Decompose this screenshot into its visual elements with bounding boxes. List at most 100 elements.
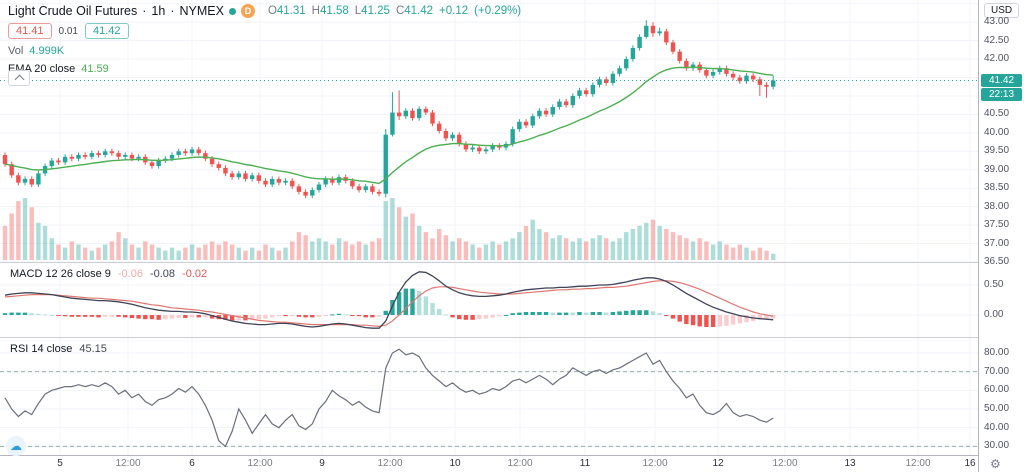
candle-body bbox=[737, 77, 742, 82]
macd-histogram-bar bbox=[670, 315, 676, 319]
volume-bar bbox=[443, 235, 449, 260]
volume-bar bbox=[650, 219, 656, 260]
candle-body bbox=[577, 90, 582, 96]
macd-histogram-bar bbox=[143, 315, 148, 320]
candle-body bbox=[29, 178, 34, 185]
macd-histogram-bar bbox=[236, 315, 241, 321]
rsi-legend-title[interactable]: RSI 14 close bbox=[10, 343, 73, 355]
volume-bar bbox=[2, 225, 8, 260]
buy-button[interactable]: 41.42 bbox=[85, 23, 129, 39]
volume-bar bbox=[116, 232, 121, 260]
macd-histogram-bar bbox=[22, 312, 28, 315]
candle-body bbox=[196, 149, 201, 154]
volume-bar bbox=[403, 216, 408, 260]
macd-histogram-bar bbox=[376, 315, 382, 317]
symbol-title[interactable]: Light Crude Oil Futures bbox=[8, 4, 138, 18]
volume-bar bbox=[370, 241, 375, 260]
macd-histogram-bar bbox=[537, 312, 542, 315]
chart-canvas[interactable] bbox=[0, 0, 978, 472]
macd-histogram-bar bbox=[664, 315, 669, 316]
volume-bar bbox=[563, 238, 569, 260]
macd-histogram-bar bbox=[503, 315, 509, 316]
rsi-tick-label: 60.00 bbox=[984, 384, 1010, 396]
candle-body bbox=[310, 190, 315, 196]
macd-histogram-bar bbox=[350, 315, 355, 316]
candle-body bbox=[470, 147, 475, 150]
candle-body bbox=[764, 84, 769, 87]
candle-body bbox=[610, 73, 616, 84]
macd-histogram-bar bbox=[583, 312, 589, 315]
volume-bar bbox=[437, 229, 442, 260]
macd-histogram-bar bbox=[82, 315, 88, 317]
macd-histogram-bar bbox=[483, 315, 489, 319]
volume-bar bbox=[49, 238, 54, 260]
macd-histogram-bar bbox=[724, 315, 729, 326]
macd-histogram-bar bbox=[249, 315, 255, 320]
volume-bar bbox=[296, 232, 302, 260]
candle-body bbox=[49, 160, 54, 167]
currency-button[interactable]: USD bbox=[984, 3, 1020, 18]
candle-body bbox=[557, 101, 562, 108]
candle-body bbox=[123, 154, 128, 157]
macd-histogram-bar bbox=[183, 315, 188, 318]
volume-bar bbox=[543, 232, 549, 260]
macd-line bbox=[4, 271, 774, 329]
macd-histogram-bar bbox=[49, 315, 54, 316]
candle-body bbox=[56, 160, 61, 163]
tradingview-cloud-button[interactable]: ☁ bbox=[6, 436, 26, 456]
macd-histogram-bar bbox=[76, 315, 81, 317]
volume-bar bbox=[470, 244, 475, 260]
macd-histogram-bar bbox=[624, 310, 629, 315]
ema-line bbox=[4, 66, 774, 185]
candle-body bbox=[316, 184, 322, 191]
macd-histogram-bar bbox=[89, 315, 95, 317]
candle-body bbox=[156, 160, 161, 167]
volume-bar bbox=[22, 198, 28, 260]
time-tick-label: 12:00 bbox=[247, 458, 273, 469]
candle-body bbox=[403, 110, 408, 117]
volume-bar bbox=[270, 247, 275, 260]
collapse-legend-button[interactable] bbox=[8, 70, 30, 86]
interval-value[interactable]: 1h bbox=[151, 4, 166, 18]
candle-body bbox=[430, 112, 435, 124]
candle-body bbox=[129, 154, 135, 159]
time-tick-label: 12:00 bbox=[115, 458, 141, 469]
volume-bar bbox=[557, 235, 562, 260]
time-tick-label: 5 bbox=[57, 458, 63, 469]
macd-histogram-bar bbox=[677, 315, 682, 322]
macd-histogram-bar bbox=[229, 315, 235, 321]
axis-settings-button[interactable]: ⚙ bbox=[990, 457, 1001, 471]
candle-body bbox=[62, 156, 68, 163]
macd-legend-title[interactable]: MACD 12 26 close 9 bbox=[10, 268, 111, 280]
time-axis[interactable]: 5 12:00 6 12:00 9 12:00 10 12:00 11 12:00 12 12:00 1… bbox=[0, 456, 978, 472]
candle-body bbox=[570, 95, 575, 106]
candle-body bbox=[644, 25, 649, 37]
volume-bar bbox=[771, 253, 776, 260]
volume-bar bbox=[416, 225, 422, 260]
candle-body bbox=[604, 79, 609, 84]
price-tick-label: 42.50 bbox=[984, 34, 1010, 46]
candle-body bbox=[203, 153, 208, 159]
data-mode-badge[interactable]: D bbox=[240, 4, 255, 18]
candle-body bbox=[76, 154, 81, 159]
candle-body bbox=[276, 178, 282, 183]
macd-histogram-bar bbox=[650, 311, 656, 315]
price-axis[interactable]: USD 41.42 22:13 43.00 42.50 42.00 40.50 40.0… bbox=[978, 0, 1024, 472]
volume-legend-label[interactable]: Vol bbox=[8, 45, 24, 57]
candle-body bbox=[370, 186, 375, 192]
high-value: 41.58 bbox=[319, 5, 349, 17]
candle-body bbox=[771, 80, 776, 87]
candle-body bbox=[530, 116, 535, 126]
candle-body bbox=[710, 71, 716, 76]
candle-body bbox=[109, 151, 115, 154]
macd-histogram-bar bbox=[62, 315, 68, 317]
sell-button[interactable]: 41.41 bbox=[8, 23, 52, 39]
price-tick-label: 37.50 bbox=[984, 219, 1010, 231]
volume-bar bbox=[109, 241, 115, 260]
volume-bar bbox=[497, 244, 502, 260]
rsi-line bbox=[4, 348, 774, 448]
candle-body bbox=[450, 134, 455, 139]
chevron-up-icon bbox=[14, 74, 24, 85]
volume-bar bbox=[82, 247, 88, 260]
macd-histogram-bar bbox=[129, 315, 135, 318]
